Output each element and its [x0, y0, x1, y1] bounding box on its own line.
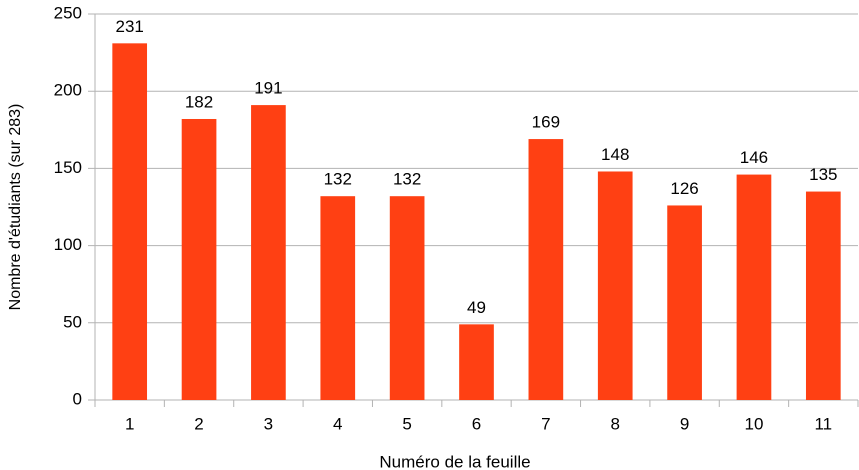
value-label: 231 [115, 17, 143, 36]
value-label: 148 [601, 145, 629, 164]
x-tick-label: 11 [814, 414, 832, 433]
bar [251, 105, 286, 400]
x-tick-label: 10 [744, 414, 763, 433]
y-tick-label: 150 [54, 158, 82, 177]
bar [320, 196, 356, 400]
y-tick-label: 50 [63, 312, 82, 331]
value-label: 191 [254, 79, 282, 98]
value-label: 169 [532, 113, 560, 132]
bar [736, 174, 772, 400]
value-label: 135 [809, 165, 837, 184]
y-axis-title: Nombre d'étudiants (sur 283) [7, 104, 24, 311]
value-label: 49 [467, 298, 486, 317]
bar [597, 171, 633, 400]
y-tick-label: 100 [54, 235, 82, 254]
x-tick-label: 4 [333, 414, 342, 433]
value-label: 132 [324, 170, 352, 189]
x-tick-label: 7 [541, 414, 550, 433]
value-label: 146 [740, 148, 768, 167]
bar [805, 191, 841, 400]
bar [181, 118, 217, 400]
x-tick-label: 5 [402, 414, 411, 433]
x-tick-label: 3 [264, 414, 273, 433]
value-label: 132 [393, 170, 421, 189]
y-tick-label: 250 [54, 3, 82, 22]
value-label: 126 [670, 179, 698, 198]
x-tick-label: 2 [194, 414, 203, 433]
bar [112, 43, 148, 400]
x-tick-label: 9 [680, 414, 689, 433]
value-label: 182 [185, 92, 213, 111]
bar [389, 196, 425, 400]
y-tick-label: 0 [73, 389, 82, 408]
x-axis-title: Numéro de la feuille [379, 452, 530, 470]
y-tick-label: 200 [54, 81, 82, 100]
x-tick-label: 1 [125, 414, 134, 433]
bar [459, 324, 494, 400]
x-tick-label: 8 [610, 414, 619, 433]
bar [528, 139, 564, 400]
bar [667, 205, 702, 400]
x-tick-label: 6 [472, 414, 481, 433]
